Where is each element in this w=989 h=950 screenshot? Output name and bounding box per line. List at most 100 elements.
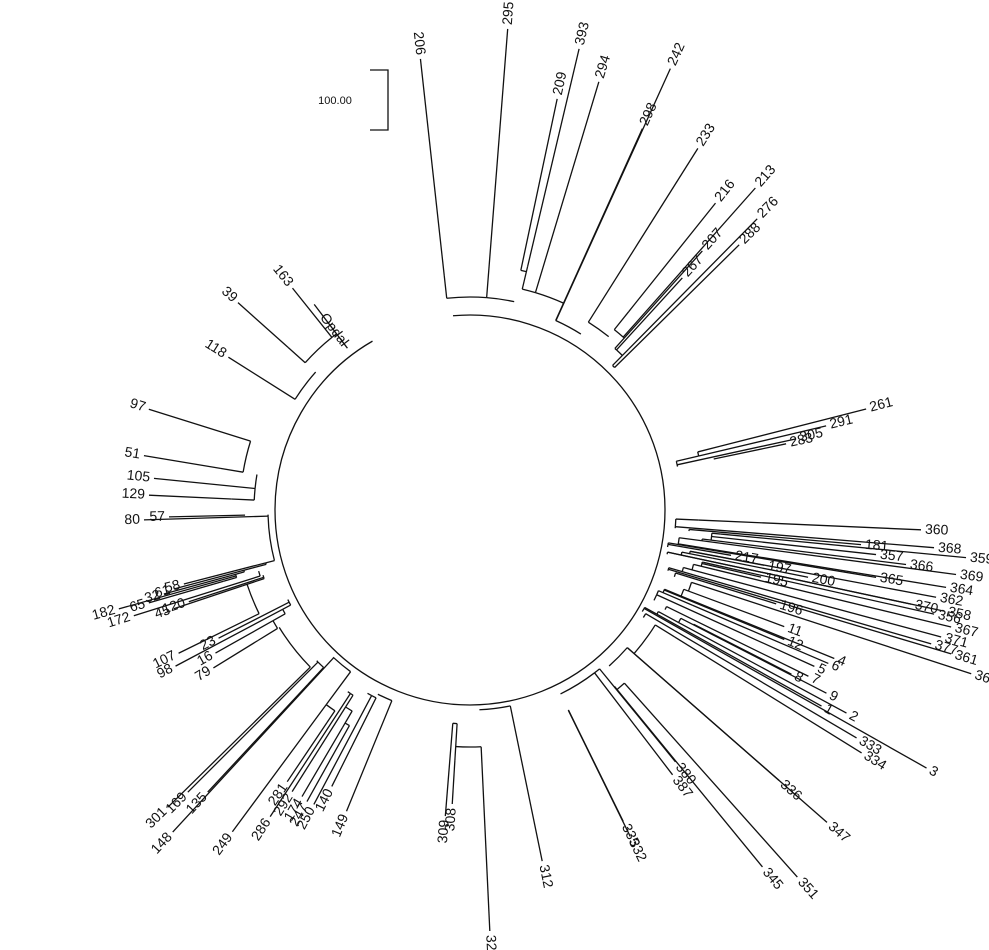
branch-arc — [657, 591, 659, 595]
branch — [238, 303, 288, 348]
branch-arc — [243, 441, 250, 472]
branch — [629, 203, 716, 312]
branch — [487, 29, 508, 298]
branch-arc — [247, 584, 259, 613]
branch — [327, 711, 335, 723]
leaf-label: 8 — [792, 668, 806, 686]
branch-arc — [535, 293, 563, 304]
leaf-label: 163 — [270, 261, 297, 289]
branch-arc — [447, 297, 487, 298]
branch-arc — [615, 348, 617, 349]
branch-arc — [609, 648, 627, 666]
leaf-label: 129 — [121, 485, 145, 502]
leaf-label: 233 — [692, 120, 718, 148]
branch — [220, 468, 243, 472]
branch-arc — [279, 627, 310, 667]
branch — [679, 538, 702, 541]
branch — [677, 439, 796, 465]
leaf-label: 97 — [128, 394, 148, 414]
leaf-label: 105 — [126, 466, 151, 484]
branch — [273, 614, 285, 621]
branch — [699, 520, 921, 530]
branch — [168, 667, 310, 807]
branch-arc — [326, 705, 335, 711]
leaf-label: 181 — [864, 536, 889, 554]
leaf-label: 351 — [795, 874, 823, 902]
leaf-label: 345 — [760, 864, 787, 892]
scale-bar: 100.00 — [318, 70, 388, 130]
leaf-label: 294 — [591, 53, 613, 80]
branch — [213, 641, 258, 668]
branch — [266, 561, 275, 563]
branch — [347, 701, 392, 812]
branch — [283, 605, 291, 609]
branch — [614, 312, 628, 330]
leaf-label: 2 — [847, 707, 862, 725]
branch — [332, 715, 368, 787]
leaf-label: 365 — [879, 569, 905, 589]
branch — [646, 614, 857, 738]
branch-arc — [521, 270, 527, 271]
branch-arc — [348, 692, 351, 694]
leaf-label: 249 — [209, 829, 236, 857]
branch — [655, 625, 675, 637]
branch-arc — [263, 575, 264, 577]
scale-bracket — [370, 70, 388, 130]
branch-arc — [273, 621, 278, 629]
branch-arc — [317, 661, 318, 662]
branch — [712, 533, 721, 534]
branch — [698, 446, 720, 452]
branch — [154, 478, 255, 488]
leaf-label: 118 — [203, 335, 231, 361]
leaf-label: Opdal — [317, 310, 352, 349]
branch — [510, 706, 542, 861]
branch-arc — [678, 538, 679, 544]
leaf-label: 140 — [311, 786, 336, 814]
branch — [521, 99, 557, 270]
leaf-label: 370 — [914, 596, 940, 617]
leaf-label: 206 — [411, 31, 429, 56]
branch — [346, 695, 353, 707]
branch-arc — [305, 337, 332, 362]
leaf-label: 324 — [483, 935, 500, 950]
leaf-label: 368 — [937, 539, 962, 557]
branch — [615, 686, 632, 707]
branch-arc — [634, 625, 655, 654]
branch — [481, 747, 490, 931]
branch-arc — [378, 694, 392, 700]
branch-arc — [595, 669, 600, 673]
branch-arc — [692, 564, 693, 569]
leaf-label: 393 — [571, 20, 592, 47]
leaf-label: 39 — [219, 283, 241, 305]
leaf-label: 363 — [973, 666, 989, 689]
branch-arc — [372, 696, 376, 698]
leaf-label: 312 — [536, 863, 556, 889]
leaf-label: 332 — [626, 836, 651, 864]
leaf-label: 261 — [868, 393, 895, 414]
branch — [683, 568, 692, 570]
leaf-label: 359 — [969, 549, 989, 567]
branch — [149, 409, 251, 441]
branch — [600, 669, 615, 687]
branch — [684, 589, 689, 591]
branch — [627, 648, 779, 781]
branch — [676, 519, 699, 520]
leaf-label: 7 — [809, 670, 823, 688]
branch-arc — [613, 365, 615, 367]
branch-arc — [275, 510, 665, 705]
scale-label: 100.00 — [318, 95, 352, 107]
branch-arc — [275, 341, 373, 510]
leaf-label: 276 — [753, 193, 781, 221]
branches — [119, 29, 971, 931]
branch-arc — [556, 321, 581, 334]
branch — [444, 275, 447, 298]
leaf-label: 347 — [826, 818, 854, 846]
leaf-label: 149 — [328, 811, 352, 839]
branch — [668, 543, 714, 551]
branch — [258, 628, 278, 640]
leaf-label: 213 — [751, 161, 779, 189]
leaf-label: 51 — [124, 443, 142, 461]
leaf-label: 286 — [247, 815, 273, 843]
branch-arc — [561, 673, 595, 694]
branch — [627, 648, 634, 654]
